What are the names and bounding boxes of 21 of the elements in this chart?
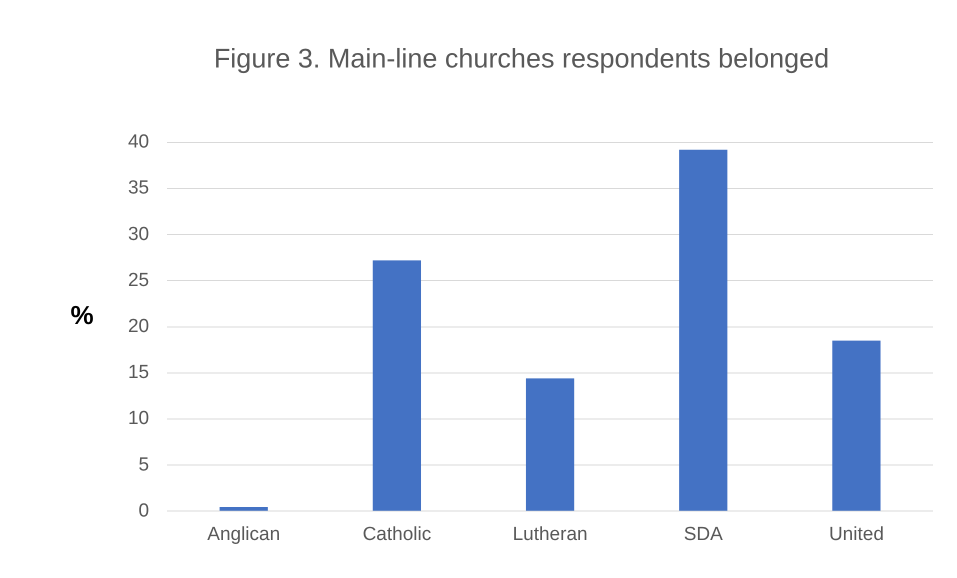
chart-title: Figure 3. Main-line churches respondents belonged	[214, 44, 830, 74]
y-tick-label: 40	[128, 132, 150, 153]
bar	[679, 150, 728, 511]
x-tick-label: SDA	[684, 524, 724, 545]
y-tick-label: 5	[138, 454, 150, 476]
y-tick-label: 25	[128, 270, 150, 291]
x-tick-label: Lutheran	[512, 524, 588, 545]
bar	[372, 260, 422, 511]
y-tick-label: 30	[128, 224, 150, 245]
bar	[832, 340, 881, 511]
x-tick-label: United	[828, 524, 884, 545]
x-tick-label: Anglican	[207, 524, 280, 545]
x-tick-label: Catholic	[362, 524, 432, 545]
y-tick-label: 35	[128, 178, 150, 199]
bar	[220, 507, 268, 511]
y-tick-label: 10	[128, 408, 150, 430]
bar	[526, 378, 574, 511]
y-tick-label: 15	[128, 362, 150, 384]
y-axis-title: %	[70, 300, 94, 330]
y-tick-label: 0	[138, 500, 150, 522]
y-tick-label: 20	[128, 316, 150, 338]
